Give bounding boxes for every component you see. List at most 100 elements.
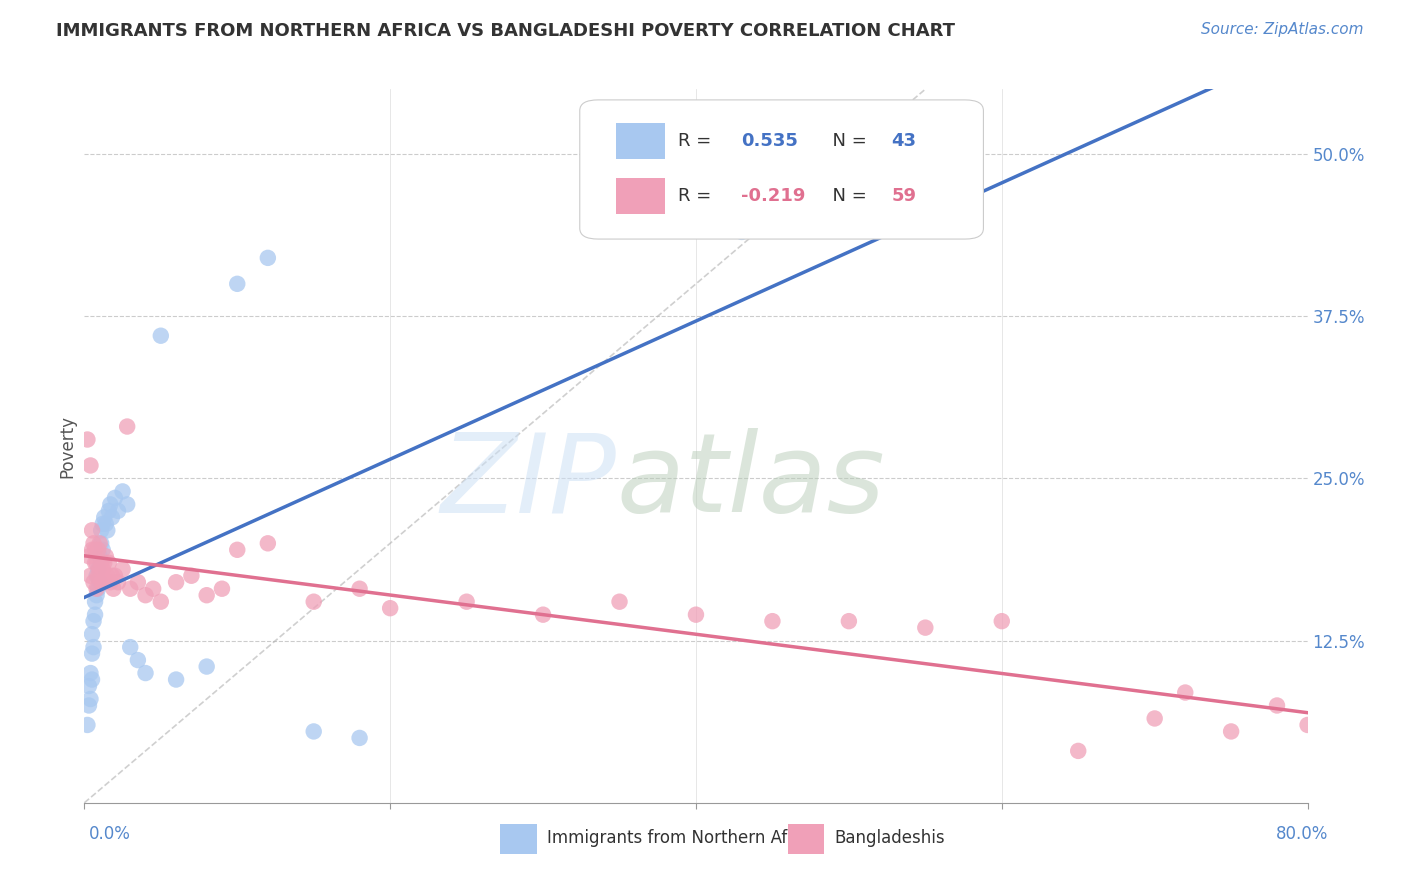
Point [120,640,142,654]
FancyBboxPatch shape [616,123,665,159]
Point [86,588,108,602]
Point [90,556,112,570]
Point [180,568,202,582]
Point [149,328,172,343]
Point [76,433,98,447]
Point [211,582,233,596]
Point [91,542,114,557]
Point [83,640,105,654]
Point [115,497,138,511]
Point [87,542,110,557]
Point [80,647,103,661]
Point [79,458,101,473]
Point [731,225,754,239]
Point [380,601,402,615]
Text: R =: R = [678,187,717,205]
Point [84,595,107,609]
Point [80,542,103,557]
Point [1143,711,1166,725]
Point [685,607,707,622]
Point [87,568,110,582]
Point [1174,685,1197,699]
FancyBboxPatch shape [787,824,824,855]
Point [80,627,103,641]
Point [77,698,100,713]
Point [531,607,554,622]
Point [90,536,112,550]
Text: R =: R = [678,132,717,150]
Point [79,692,101,706]
Point [83,614,105,628]
Point [86,582,108,596]
Point [94,516,117,531]
Text: 43: 43 [891,132,917,150]
Point [149,595,172,609]
Text: -0.219: -0.219 [741,187,806,205]
Text: N =: N = [821,132,872,150]
Point [257,251,280,265]
Text: 59: 59 [891,187,917,205]
Point [142,582,165,596]
Text: Source: ZipAtlas.com: Source: ZipAtlas.com [1201,22,1364,37]
Point [80,524,103,538]
Point [761,614,783,628]
Point [83,575,105,590]
Point [77,679,100,693]
Point [914,621,936,635]
Point [165,673,187,687]
Point [91,575,114,590]
Text: atlas: atlas [616,428,886,535]
Text: IMMIGRANTS FROM NORTHERN AFRICA VS BANGLADESHI POVERTY CORRELATION CHART: IMMIGRANTS FROM NORTHERN AFRICA VS BANGL… [56,22,955,40]
Point [83,536,105,550]
Point [89,575,111,590]
Point [1220,724,1243,739]
Text: Bangladeshis: Bangladeshis [834,830,945,847]
Point [101,568,124,582]
Point [79,568,101,582]
Point [1265,698,1288,713]
FancyBboxPatch shape [579,100,983,239]
Point [349,582,371,596]
Point [101,510,124,524]
Point [257,536,280,550]
Point [456,595,478,609]
Text: 80.0%: 80.0% [1277,825,1329,843]
FancyBboxPatch shape [501,824,537,855]
Text: 0.535: 0.535 [741,132,799,150]
Point [1296,718,1319,732]
Point [111,484,134,499]
Point [609,595,631,609]
Text: Immigrants from Northern Africa: Immigrants from Northern Africa [547,830,818,847]
Point [90,575,112,590]
Point [87,562,110,576]
Point [127,575,149,590]
Point [86,568,108,582]
Point [79,666,101,681]
Text: 0.0%: 0.0% [89,825,131,843]
Point [111,562,134,576]
Point [91,516,114,531]
Point [98,575,121,590]
Point [120,582,142,596]
Point [84,542,107,557]
Point [89,562,111,576]
Point [96,524,118,538]
Point [107,575,129,590]
Point [302,724,325,739]
Point [97,504,120,518]
Point [107,504,129,518]
Point [302,595,325,609]
Point [93,510,115,524]
Point [97,556,120,570]
Point [90,524,112,538]
Point [89,536,111,550]
Point [80,673,103,687]
FancyBboxPatch shape [616,178,665,214]
Point [135,666,157,681]
Text: ZIP: ZIP [440,428,616,535]
Point [135,588,157,602]
Point [115,419,138,434]
Point [838,614,860,628]
Point [87,582,110,596]
Point [77,549,100,564]
